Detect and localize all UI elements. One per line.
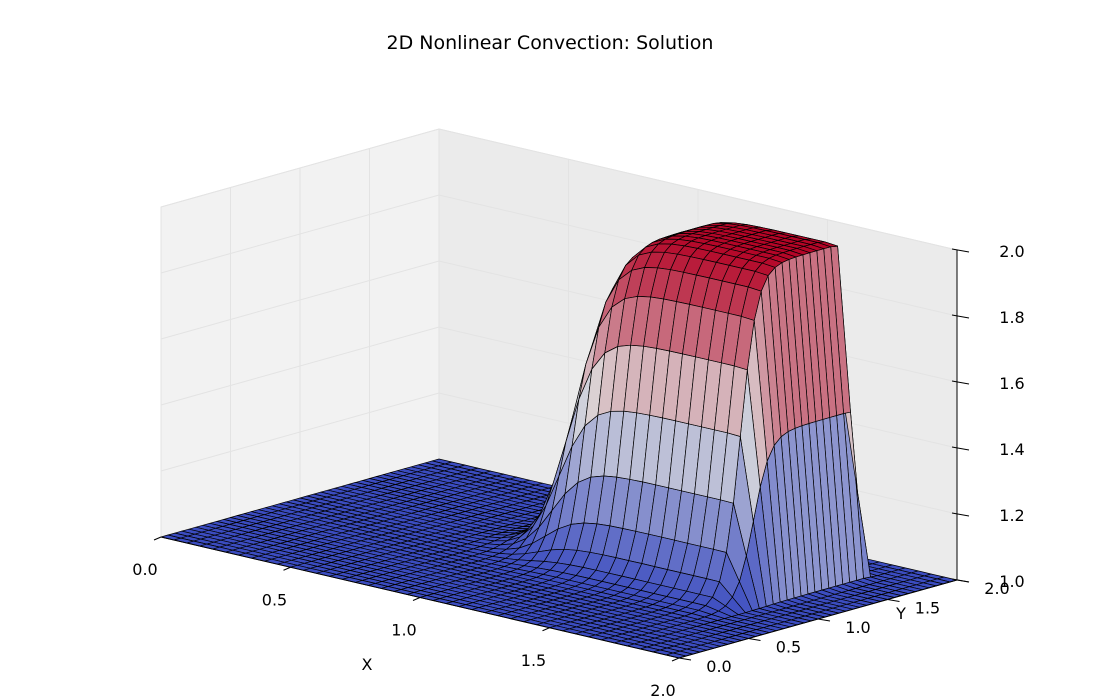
z-tick xyxy=(951,512,970,517)
y-tick xyxy=(748,638,761,641)
y-tick-label: 0.0 xyxy=(706,657,731,676)
z-tick xyxy=(951,446,970,451)
x-tick xyxy=(153,536,162,541)
surface xyxy=(160,222,958,659)
x-tick xyxy=(542,627,550,632)
y-tick-label: 0.5 xyxy=(776,638,801,657)
surface-cell xyxy=(733,316,755,371)
gridline xyxy=(160,128,958,251)
z-tick-label: 1.6 xyxy=(999,374,1024,393)
y-tick-label: 1.5 xyxy=(915,599,940,618)
y-tick xyxy=(678,657,692,661)
x-tick-label: 0.0 xyxy=(132,560,157,579)
y-axis-title: Y xyxy=(895,604,906,623)
z-tick-label: 1.4 xyxy=(999,440,1024,459)
z-tick xyxy=(951,578,970,583)
axes: 0.00.51.01.52.00.00.51.01.52.01.01.21.41… xyxy=(132,242,1024,699)
x-tick xyxy=(283,566,291,571)
z-tick xyxy=(951,314,970,319)
z-tick-label: 2.0 xyxy=(999,242,1024,261)
z-tick-label: 1.0 xyxy=(999,572,1024,591)
y-tick-label: 1.0 xyxy=(845,618,870,637)
chart-title: 2D Nonlinear Convection: Solution xyxy=(387,32,714,54)
y-tick xyxy=(887,599,900,602)
x-tick-label: 2.0 xyxy=(650,681,675,699)
z-tick xyxy=(951,380,970,385)
x-tick xyxy=(412,597,421,601)
x-tick-label: 1.5 xyxy=(521,651,546,670)
x-axis-title: X xyxy=(362,655,373,674)
x-tick-label: 1.0 xyxy=(391,621,416,640)
z-tick-label: 1.2 xyxy=(999,506,1024,525)
y-tick-label: 2.0 xyxy=(984,579,1009,598)
y-tick xyxy=(817,618,831,622)
z-tick xyxy=(951,248,970,253)
x-tick xyxy=(671,657,680,662)
z-tick-label: 1.8 xyxy=(999,308,1024,327)
x-tick-label: 0.5 xyxy=(262,590,287,609)
